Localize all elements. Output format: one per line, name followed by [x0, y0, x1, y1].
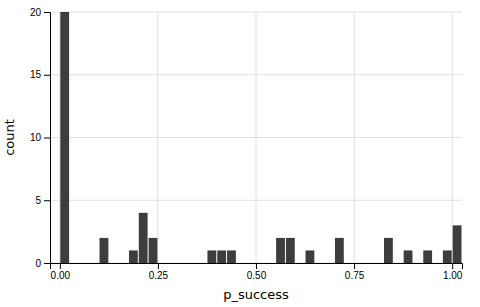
x-grid-line [354, 12, 355, 263]
x-tick-mark [60, 263, 61, 269]
histogram-bar [296, 263, 305, 264]
histogram-bar [364, 263, 373, 264]
y-tick-mark [44, 12, 50, 13]
histogram-bar [394, 263, 403, 264]
y-tick-label: 10 [30, 132, 42, 143]
x-tick: 0.50 [247, 263, 267, 281]
y-tick-mark [44, 138, 50, 139]
histogram-bar [306, 250, 315, 263]
bars [60, 12, 461, 263]
histogram-bar [227, 250, 236, 263]
histogram-bar [355, 263, 364, 264]
y-tick-mark [44, 263, 50, 264]
histogram-bar [119, 263, 128, 264]
plot: 0.00 0.25 0.50 0.75 1.00 0 5 10 15 20 [30, 7, 463, 281]
histogram-bar [168, 263, 177, 264]
y-tick: 15 [30, 69, 50, 80]
x-tick-mark [452, 263, 453, 269]
y-axis-line [44, 13, 51, 264]
histogram-bar [80, 263, 89, 264]
x-tick-mark [158, 263, 159, 269]
histogram-bar [237, 263, 246, 264]
x-tick-label: 0.75 [345, 270, 365, 281]
histogram-bar [90, 263, 99, 264]
y-tick-mark [44, 200, 50, 201]
y-tick-label: 0 [35, 258, 41, 269]
histogram-bar [188, 263, 197, 264]
x-tick-label: 1.00 [443, 270, 463, 281]
histogram-bar [198, 263, 207, 264]
histogram-bar [100, 238, 109, 263]
histogram-bar [158, 263, 167, 264]
x-grid-line [59, 12, 60, 263]
histogram-bar [139, 213, 148, 263]
histogram-bar [266, 263, 275, 264]
histogram-bar [335, 238, 344, 263]
histogram-bar [384, 238, 393, 263]
x-axis: 0.00 0.25 0.50 0.75 1.00 [51, 263, 463, 281]
histogram-bar [404, 250, 413, 263]
histogram-bar [443, 250, 452, 263]
x-grid-line [256, 12, 257, 263]
histogram-bar [286, 238, 295, 263]
y-tick: 5 [35, 195, 50, 206]
y-tick-label: 15 [30, 69, 42, 80]
y-tick: 10 [30, 132, 50, 143]
x-tick: 0.75 [345, 263, 365, 281]
histogram-bar [453, 225, 462, 263]
y-tick-mark [44, 75, 50, 76]
x-tick-label: 0.25 [149, 270, 169, 281]
histogram-bar [149, 238, 158, 263]
x-tick: 0.25 [149, 263, 169, 281]
x-tick-label: 0.50 [247, 270, 267, 281]
histogram-bar [109, 263, 118, 264]
x-axis-label: p_success [223, 287, 289, 302]
histogram-bar [178, 263, 187, 264]
histogram-bar [315, 263, 324, 264]
histogram-bar [345, 263, 354, 264]
x-grid-line [157, 12, 158, 263]
y-axis: 0 5 10 15 20 [30, 7, 51, 269]
histogram-bar [423, 250, 432, 263]
y-tick: 20 [30, 7, 50, 18]
x-tick: 0.00 [51, 263, 71, 281]
x-tick-mark [354, 263, 355, 269]
histogram-bar [247, 263, 256, 264]
y-axis-label: count [2, 119, 17, 156]
histogram-bar [129, 250, 138, 263]
x-tick-mark [256, 263, 257, 269]
histogram-bar [257, 263, 266, 264]
histogram-bar [276, 238, 285, 263]
histogram-bar [70, 263, 79, 264]
histogram-bar [374, 263, 383, 264]
y-tick-label: 5 [35, 195, 41, 206]
histogram-bar [207, 250, 216, 263]
histogram-bar [325, 263, 334, 264]
chart: 0.00 0.25 0.50 0.75 1.00 0 5 10 15 20 p_success cou… [0, 0, 480, 307]
histogram-bar [413, 263, 422, 264]
x-tick-label: 0.00 [51, 270, 71, 281]
grid [50, 12, 462, 263]
x-axis-line [51, 264, 463, 270]
histogram-bar [60, 12, 69, 263]
y-tick: 0 [35, 258, 50, 269]
x-grid-line [452, 12, 453, 263]
histogram-bar [433, 263, 442, 264]
y-tick-label: 20 [30, 7, 42, 18]
x-tick: 1.00 [443, 263, 463, 281]
histogram-bar [217, 250, 226, 263]
